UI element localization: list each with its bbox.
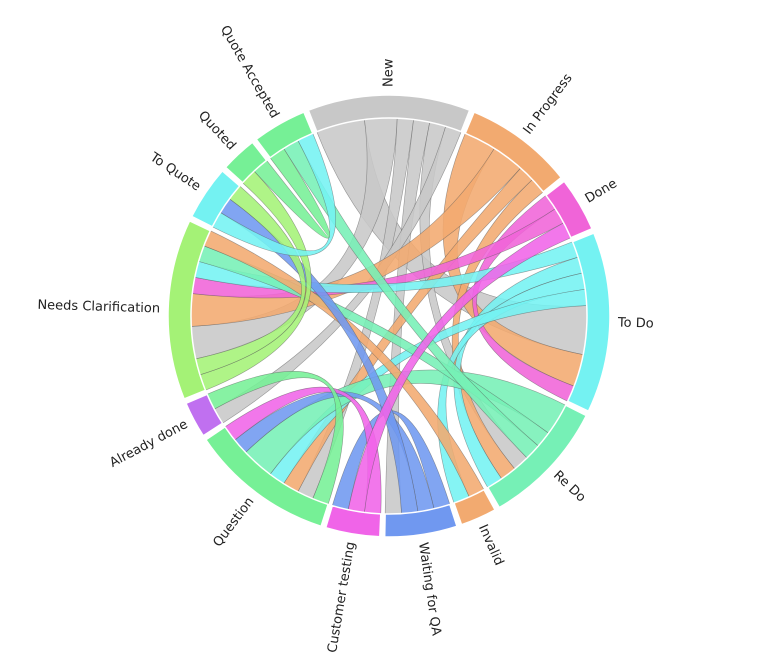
arc-waiting-for-qa — [383, 503, 458, 538]
label-new: New — [382, 58, 397, 87]
label-to-quote: To Quote — [146, 149, 203, 194]
label-customer-testing: Customer testing — [325, 541, 358, 654]
arc-needs-clarification — [167, 219, 212, 400]
arc-to-quote — [190, 169, 241, 228]
label-done: Done — [583, 176, 620, 206]
arc-quote-accepted — [255, 111, 314, 159]
label-quoted: Quoted — [195, 108, 239, 153]
arc-in-progress — [464, 111, 563, 193]
arc-done — [544, 180, 593, 239]
arc-quoted — [224, 141, 268, 184]
label-needs-clarification: Needs Clarification — [37, 298, 160, 317]
ribbons-layer — [190, 117, 588, 515]
label-to-do: To Do — [617, 315, 654, 331]
arc-to-do — [566, 232, 611, 413]
arc-re-do — [486, 404, 588, 509]
label-waiting-for-qa: Waiting for QA — [415, 541, 444, 636]
label-already-done: Already done — [107, 417, 190, 471]
arc-already-done — [185, 393, 224, 437]
arc-invalid — [453, 488, 497, 526]
arcs-layer — [167, 94, 611, 538]
label-question: Question — [211, 495, 258, 551]
label-quote-accepted: Quote Accepted — [217, 23, 282, 121]
label-in-progress: In Progress — [521, 71, 576, 138]
arc-question — [204, 425, 330, 528]
label-invalid: Invalid — [475, 522, 506, 568]
label-re-do: Re Do — [550, 468, 588, 505]
arc-new — [307, 94, 471, 133]
arc-customer-testing — [324, 504, 382, 538]
